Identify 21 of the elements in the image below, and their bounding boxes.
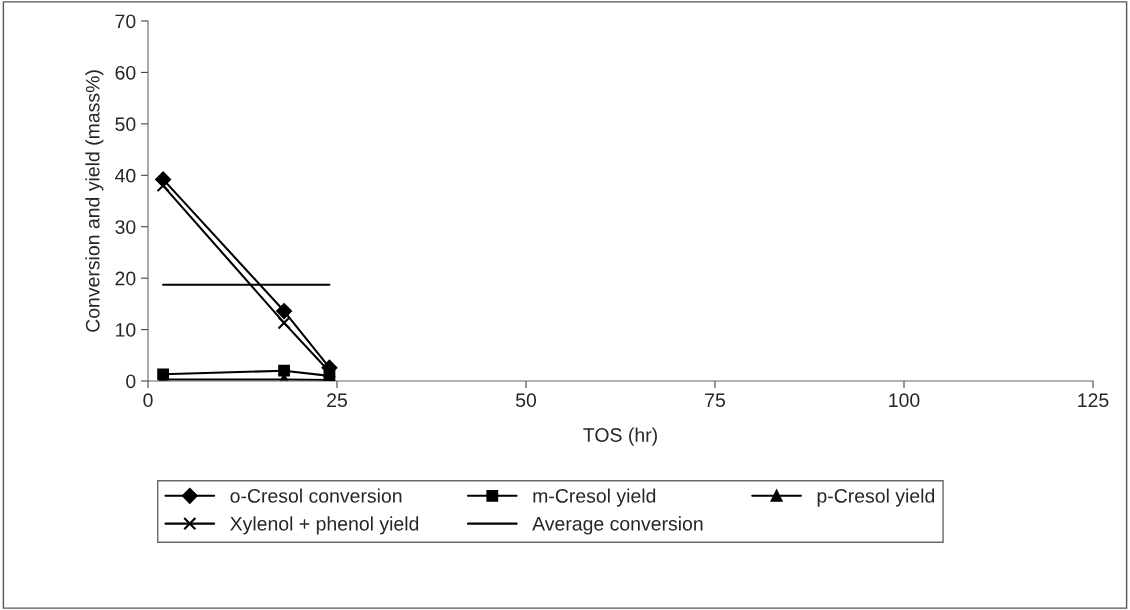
legend-label: Average conversion <box>532 516 703 535</box>
y-tick-label: 70 <box>115 14 136 29</box>
y-tick-label: 10 <box>116 323 136 337</box>
x-tick-label: 25 <box>327 393 347 408</box>
x-axis-title: TOS (hr) <box>583 427 657 446</box>
x-tick-label: 100 <box>889 393 920 408</box>
y-tick-label: 30 <box>115 220 136 234</box>
legend-label: Xylenol + phenol yield <box>230 516 419 535</box>
y-tick-label: 60 <box>115 65 136 80</box>
x-tick-label: 125 <box>1078 393 1109 408</box>
y-tick-label: 20 <box>115 271 136 286</box>
legend-label: m-Cresol yield <box>533 488 656 507</box>
x-tick-label: 75 <box>705 393 725 408</box>
y-axis-title: Conversion and yield (mass%) <box>85 70 104 332</box>
y-tick-label: 40 <box>115 168 136 183</box>
legend-label: o-Cresol conversion <box>230 488 402 503</box>
x-tick-label: 50 <box>515 393 537 408</box>
x-tick-label: 0 <box>143 393 153 408</box>
y-tick-label: 50 <box>115 117 136 132</box>
y-tick-label: 0 <box>126 374 136 389</box>
legend-label: p-Cresol yield <box>817 488 935 507</box>
